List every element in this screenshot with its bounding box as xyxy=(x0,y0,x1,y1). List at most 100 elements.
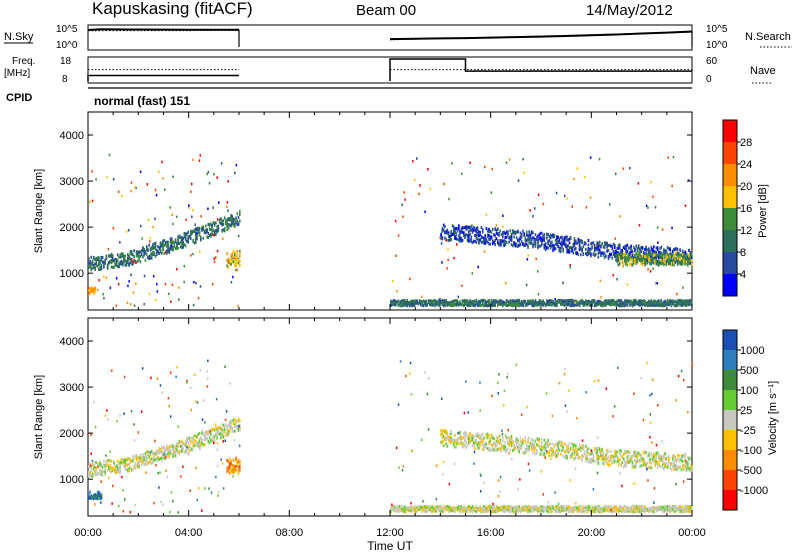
power-cell-812 xyxy=(503,244,505,247)
power-cell-952 xyxy=(541,241,543,245)
power-cell-2287 xyxy=(530,303,533,307)
power-cell-1530 xyxy=(625,255,627,259)
power-cell-1148 xyxy=(595,247,597,251)
power-cell-1620 xyxy=(649,253,651,257)
power-cell-2173 xyxy=(499,303,502,306)
power-cell-994 xyxy=(552,243,554,247)
power-cell-2069 xyxy=(469,299,471,303)
power-scatter-259 xyxy=(161,160,163,164)
power-cell-1286 xyxy=(634,249,636,253)
power-cell-2405 xyxy=(563,300,566,304)
power-cell-784 xyxy=(494,234,496,238)
power-cell-1683 xyxy=(665,263,668,267)
power-cell-2457 xyxy=(576,302,578,305)
power-cell-288 xyxy=(171,241,173,245)
power-cell-480 xyxy=(230,214,232,218)
power-cell-659 xyxy=(460,239,463,243)
velocity-panel-frame xyxy=(87,317,693,517)
power-cell-95 xyxy=(114,261,116,265)
power-cell-326 xyxy=(181,239,183,243)
power-cell-836 xyxy=(509,238,512,242)
velocity-cell-1123 xyxy=(575,447,577,450)
power-cell-417 xyxy=(210,227,212,231)
power-cell-850 xyxy=(513,241,515,245)
power-scatter-205 xyxy=(652,195,654,198)
power-cell-2364 xyxy=(552,302,554,305)
power-cell-1541 xyxy=(627,256,630,260)
power-cell-1713 xyxy=(671,254,674,258)
power-colorbar-swatch-7 xyxy=(723,274,737,297)
power-cell-665 xyxy=(461,230,464,234)
power-cell-806 xyxy=(500,239,503,243)
power-cell-786 xyxy=(495,228,498,232)
power-cell-1634 xyxy=(653,253,655,257)
power-scatter-221 xyxy=(149,240,151,243)
power-scatter-131 xyxy=(447,258,449,262)
power-cell-2237 xyxy=(515,299,518,303)
power-scatter-97 xyxy=(183,265,185,268)
power-cell-601 xyxy=(442,228,445,232)
power-cell-278 xyxy=(167,247,169,251)
power-cell-2196 xyxy=(505,302,508,306)
power-cell-917 xyxy=(532,231,534,235)
power-cell-1675 xyxy=(663,261,665,264)
power-scatter-218 xyxy=(444,231,446,235)
power-scatter-96 xyxy=(672,155,675,159)
power-cell-2479 xyxy=(583,303,586,307)
power-cell-434 xyxy=(215,221,217,225)
power-cell-1642 xyxy=(655,262,658,266)
power-cell-313 xyxy=(177,242,179,245)
power-cell-202 xyxy=(145,248,148,252)
power-cell-1595 xyxy=(642,260,645,264)
power-scatter-208 xyxy=(589,196,592,199)
power-ytick-label-2: 3000 xyxy=(60,176,84,188)
power-scatter-128 xyxy=(446,267,448,270)
velocity-cell-41 xyxy=(98,472,100,476)
power-cell-300 xyxy=(173,241,176,245)
power-scatter-90 xyxy=(566,197,568,200)
power-cell-993 xyxy=(552,235,554,239)
power-cell-678 xyxy=(465,233,468,237)
velocity-cell-844 xyxy=(493,437,495,441)
power-cell-2106 xyxy=(479,304,481,307)
power-cell-2019 xyxy=(455,300,457,304)
power-cell-1084 xyxy=(576,241,578,245)
power-cell-948 xyxy=(541,231,543,235)
power-scatter-153 xyxy=(409,277,411,281)
power-cell-1164 xyxy=(598,240,601,244)
power-cell-1261 xyxy=(626,250,629,254)
power-cell-576 xyxy=(236,253,239,257)
power-cell-79 xyxy=(110,252,113,256)
power-cell-2374 xyxy=(554,299,557,303)
power-cell-1696 xyxy=(668,262,670,266)
power-cell-1556 xyxy=(632,253,635,257)
power-cell-1500 xyxy=(617,253,620,257)
power-cell-1070 xyxy=(572,245,575,249)
power-cell-1460 xyxy=(681,251,684,255)
power-cell-999 xyxy=(553,234,556,238)
power-cell-2146 xyxy=(490,303,493,307)
velocity-cell-1221 xyxy=(602,462,605,466)
power-cell-549 xyxy=(230,262,232,266)
power-cell-1006 xyxy=(556,239,558,243)
power-cell-879 xyxy=(520,234,523,238)
power-cell-916 xyxy=(532,243,534,247)
velocity-cell-1493 xyxy=(681,459,684,463)
power-cell-115 xyxy=(120,259,123,263)
power-cell-873 xyxy=(519,237,522,241)
power-cell-1184 xyxy=(605,243,607,247)
power-scatter-41 xyxy=(584,175,586,179)
power-cell-593 xyxy=(441,226,444,230)
power-scatter-114 xyxy=(154,217,156,220)
power-scatter-15 xyxy=(443,182,445,186)
power-cell-1247 xyxy=(622,246,625,249)
power-cell-1132 xyxy=(590,242,592,246)
velocity-cell-1028 xyxy=(547,438,549,442)
power-cell-1280 xyxy=(632,245,635,249)
power-cell-2379 xyxy=(556,302,558,306)
power-scatter-88 xyxy=(600,296,602,299)
power-cell-2092 xyxy=(475,298,478,302)
power-scatter-59 xyxy=(456,243,458,246)
power-cell-592 xyxy=(440,234,442,238)
power-cell-1981 xyxy=(445,302,447,306)
